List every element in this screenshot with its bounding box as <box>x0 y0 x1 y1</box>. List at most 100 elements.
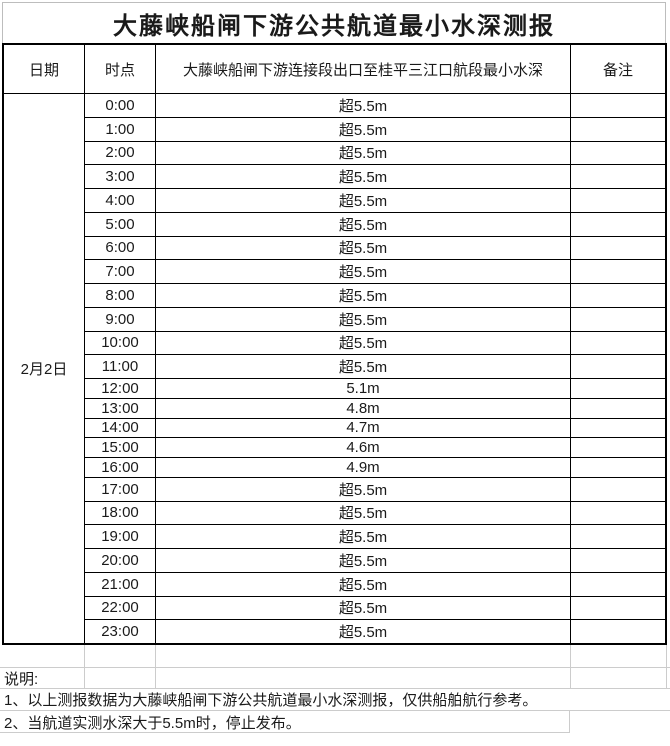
note-row-2: 2、当航道实测水深大于5.5m时，停止发布。 <box>0 711 670 733</box>
table-row: 17:00 超5.5m <box>85 477 665 502</box>
depth-cell: 超5.5m <box>156 236 571 260</box>
time-cell: 4:00 <box>85 189 156 212</box>
time-cell: 8:00 <box>85 284 156 307</box>
header-time: 时点 <box>85 45 156 93</box>
depth-cell: 超5.5m <box>156 501 571 525</box>
time-cell: 18:00 <box>85 501 156 525</box>
time-cell: 11:00 <box>85 355 156 378</box>
depth-cell: 超5.5m <box>156 620 571 643</box>
time-cell: 20:00 <box>85 549 156 572</box>
depth-cell: 超5.5m <box>156 212 571 236</box>
remark-cell <box>571 399 665 418</box>
table-body-wrap: 2月2日 0:00 超5.5m 1:00 超5.5m 2:00 超5.5m 3:… <box>4 94 665 643</box>
time-cell: 0:00 <box>85 94 156 117</box>
remark-cell <box>571 597 665 620</box>
time-cell: 15:00 <box>85 438 156 457</box>
remark-cell <box>571 189 665 212</box>
depth-cell: 超5.5m <box>156 355 571 378</box>
remark-cell <box>571 525 665 548</box>
header-depth: 大藤峡船闸下游连接段出口至桂平三江口航段最小水深 <box>156 45 571 93</box>
gridline-vertical <box>84 668 85 688</box>
remark-cell <box>571 94 665 117</box>
time-cell: 1:00 <box>85 117 156 141</box>
remark-cell <box>571 118 665 141</box>
table-row: 15:00 4.6m <box>85 438 665 458</box>
time-cell: 3:00 <box>85 165 156 188</box>
remark-cell <box>571 260 665 283</box>
table-row: 4:00 超5.5m <box>85 189 665 213</box>
gridline-vertical <box>155 645 156 667</box>
table-row: 0:00 超5.5m <box>85 94 665 118</box>
table-row: 21:00 超5.5m <box>85 572 665 597</box>
table-row: 7:00 超5.5m <box>85 260 665 284</box>
remark-cell <box>571 284 665 307</box>
time-cell: 22:00 <box>85 596 156 620</box>
note-2-text: 2、当航道实测水深大于5.5m时，停止发布。 <box>4 714 301 732</box>
depth-cell: 超5.5m <box>156 331 571 355</box>
table-row: 8:00 超5.5m <box>85 284 665 308</box>
table-row: 10:00 超5.5m <box>85 331 665 356</box>
gridline-vertical <box>84 645 85 667</box>
depth-cell: 超5.5m <box>156 572 571 596</box>
remark-cell <box>571 549 665 572</box>
depth-cell: 超5.5m <box>156 117 571 141</box>
header-remark: 备注 <box>602 61 633 79</box>
gridline-vertical <box>570 645 571 667</box>
table-row: 11:00 超5.5m <box>85 355 665 379</box>
time-cell: 2:00 <box>85 141 156 165</box>
table-row: 9:00 超5.5m <box>85 307 665 332</box>
note-row-1: 1、以上测报数据为大藤峡船闸下游公共航道最小水深测报，仅供船舶航行参考。 <box>0 689 670 711</box>
depth-cell: 超5.5m <box>156 525 571 548</box>
remark-cell <box>571 438 665 457</box>
remark-cell <box>571 620 665 643</box>
time-cell: 9:00 <box>85 307 156 331</box>
gridline-vertical <box>666 645 667 667</box>
table-body: 0:00 超5.5m 1:00 超5.5m 2:00 超5.5m 3:00 超5… <box>85 94 665 643</box>
table-header-row: 日期 时点 大藤峡船闸下游连接段出口至桂平三江口航段最小水深 备注 <box>4 45 665 94</box>
depth-cell: 4.8m <box>156 398 571 418</box>
remark-cell <box>571 355 665 378</box>
table-row: 5:00 超5.5m <box>85 212 665 237</box>
remark-cell <box>571 213 665 236</box>
depth-cell: 超5.5m <box>156 284 571 307</box>
depth-cell: 超5.5m <box>156 596 571 620</box>
depth-cell: 超5.5m <box>156 549 571 572</box>
remark-cell <box>571 458 665 477</box>
table-row: 12:00 5.1m <box>85 379 665 399</box>
header-date: 日期 <box>4 45 85 93</box>
time-cell: 13:00 <box>85 398 156 418</box>
depth-table: 日期 时点 大藤峡船闸下游连接段出口至桂平三江口航段最小水深 备注 2月2日 0… <box>2 43 667 645</box>
table-row: 13:00 4.8m <box>85 398 665 419</box>
time-cell: 23:00 <box>85 620 156 643</box>
remark-cell <box>571 237 665 260</box>
remark-cell <box>571 502 665 525</box>
remark-cell <box>571 308 665 331</box>
table-row: 19:00 超5.5m <box>85 525 665 549</box>
remark-cell <box>571 478 665 501</box>
time-cell: 16:00 <box>85 458 156 477</box>
remark-cell <box>571 142 665 165</box>
date-cell: 2月2日 <box>4 94 85 643</box>
time-cell: 21:00 <box>85 572 156 596</box>
table-row: 6:00 超5.5m <box>85 236 665 261</box>
table-row: 1:00 超5.5m <box>85 117 665 142</box>
depth-cell: 4.6m <box>156 438 571 457</box>
time-cell: 10:00 <box>85 331 156 355</box>
depth-cell: 超5.5m <box>156 94 571 117</box>
time-cell: 17:00 <box>85 477 156 501</box>
time-cell: 14:00 <box>85 418 156 438</box>
gridline-vertical <box>570 668 571 688</box>
notes-heading: 说明: <box>4 670 39 688</box>
table-row: 3:00 超5.5m <box>85 165 665 189</box>
table-row: 20:00 超5.5m <box>85 549 665 573</box>
depth-cell: 超5.5m <box>156 260 571 283</box>
depth-cell: 超5.5m <box>156 165 571 188</box>
empty-gridline-row <box>0 645 670 668</box>
page-title: 大藤峡船闸下游公共航道最小水深测报 <box>2 2 666 43</box>
time-cell: 6:00 <box>85 236 156 260</box>
time-cell: 7:00 <box>85 260 156 283</box>
remark-cell <box>571 419 665 438</box>
gridline-vertical <box>155 668 156 688</box>
depth-cell: 超5.5m <box>156 141 571 165</box>
